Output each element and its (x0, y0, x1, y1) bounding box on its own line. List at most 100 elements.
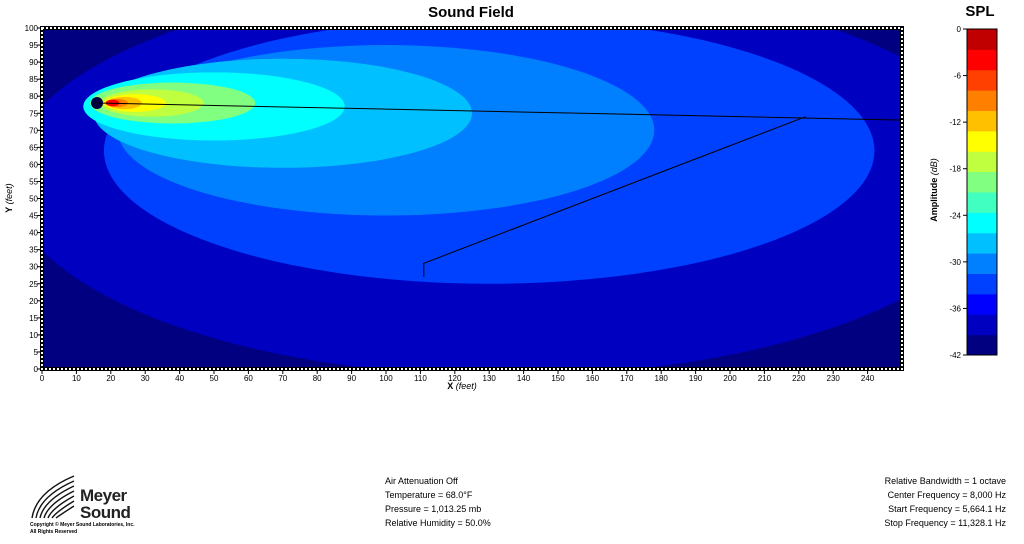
copyright-line: Copyright © Meyer Sound Laboratories, In… (30, 522, 135, 528)
bandwidth-readout: Relative Bandwidth = 1 octave (884, 476, 1006, 486)
colorbar-swatch (967, 273, 997, 295)
copyright-text: Copyright © Meyer Sound Laboratories, In… (30, 522, 135, 536)
x-tick-label: 130 (483, 374, 497, 383)
chart-title: Sound Field (428, 4, 514, 21)
y-tick-label: 45 (29, 212, 38, 221)
x-tick-label: 220 (792, 374, 806, 383)
y-tick-label: 90 (29, 58, 38, 67)
colorbar-swatch (967, 192, 997, 213)
x-tick-label: 10 (72, 374, 81, 383)
colorbar-swatch (967, 90, 997, 111)
logo-word-meyer: Meyer (80, 486, 127, 505)
x-tick-label: 120 (448, 374, 462, 383)
colorbar-tick-label: -18 (949, 165, 961, 174)
colorbar-swatch (967, 314, 997, 336)
meyer-sound-logo: Meyer Sound Copyright © Meyer Sound Labo… (30, 472, 140, 542)
y-tick-label: 35 (29, 246, 38, 255)
colorbar-tick-label: -30 (949, 258, 961, 267)
colorbar: 0 -6 -12 -18 -24 -30 -36 -42 (949, 25, 998, 360)
x-tick-label: 200 (723, 374, 737, 383)
x-axis: 0 10 20 30 40 50 60 70 80 90 100 110 120 130 140 150 160… (40, 371, 875, 383)
colorbar-swatch (967, 253, 997, 274)
x-tick-label: 160 (586, 374, 600, 383)
logo-mark-icon (31, 475, 75, 519)
air-attenuation-status: Air Attenuation Off (385, 476, 458, 486)
plot-area (42, 28, 902, 369)
y-tick-label: 75 (29, 109, 38, 118)
y-tick-label: 5 (34, 348, 39, 357)
y-tick-label: 15 (29, 314, 38, 323)
x-axis-label: X (feet) (447, 381, 477, 391)
colorbar-swatch (967, 334, 997, 356)
rights-line: All Rights Reserved (30, 529, 78, 535)
x-tick-label: 80 (313, 374, 322, 383)
frequency-info: Relative Bandwidth = 1 octave Center Fre… (800, 474, 1006, 530)
y-tick-label: 70 (29, 126, 38, 135)
logo-word-sound: Sound (80, 503, 131, 522)
y-tick-label: 55 (29, 177, 38, 186)
y-tick-label: 65 (29, 143, 38, 152)
y-tick-label: 0 (34, 365, 39, 374)
y-tick-label: 80 (29, 92, 38, 101)
y-tick-label: 25 (29, 280, 38, 289)
x-tick-label: 170 (620, 374, 634, 383)
x-tick-label: 20 (106, 374, 115, 383)
x-tick-label: 30 (141, 374, 150, 383)
x-tick-label: 90 (347, 374, 356, 383)
measurement-line (97, 102, 903, 121)
x-tick-label: 40 (175, 374, 184, 383)
x-tick-label: 110 (414, 374, 427, 383)
colorbar-swatch (967, 212, 997, 234)
colorbar-swatch (967, 49, 997, 71)
y-tick-label: 50 (29, 195, 38, 204)
colorbar-title: SPL (965, 3, 995, 20)
temperature-readout: Temperature = 68.0°F (385, 490, 473, 500)
x-tick-label: 70 (278, 374, 287, 383)
x-tick-label: 210 (758, 374, 772, 383)
plot-frame-dots (41, 27, 903, 370)
y-tick-label: 95 (29, 41, 38, 50)
humidity-readout: Relative Humidity = 50.0% (385, 518, 491, 528)
y-tick-label: 30 (29, 263, 38, 272)
colorbar-swatch (967, 29, 997, 50)
start-frequency-readout: Start Frequency = 5,664.1 Hz (888, 504, 1006, 514)
x-tick-label: 50 (210, 374, 219, 383)
x-tick-label: 190 (689, 374, 703, 383)
x-tick-label: 140 (517, 374, 531, 383)
x-tick-label: 230 (827, 374, 841, 383)
x-tick-label: 0 (40, 374, 45, 383)
colorbar-swatch (967, 232, 997, 254)
colorbar-tick-label: -36 (949, 304, 961, 313)
x-tick-label: 60 (244, 374, 253, 383)
y-tick-label: 100 (25, 24, 39, 33)
y-tick-label: 85 (29, 75, 38, 84)
colorbar-swatch (967, 151, 997, 173)
colorbar-tick-label: -24 (949, 211, 961, 220)
colorbar-tick-label: 0 (957, 25, 962, 34)
y-tick-label: 40 (29, 229, 38, 238)
colorbar-swatch (967, 171, 997, 193)
colorbar-swatch (967, 130, 997, 152)
y-tick-label: 60 (29, 160, 38, 169)
colorbar-swatch (967, 69, 997, 91)
y-tick-label: 10 (29, 331, 38, 340)
colorbar-swatch (967, 110, 997, 132)
x-tick-label: 180 (655, 374, 669, 383)
y-tick-label: 20 (29, 297, 38, 306)
y-axis: 0 5 10 15 20 25 30 35 40 45 50 55 60 65 70 75 80 85 90 95 10… (25, 24, 40, 374)
x-tick-label: 240 (861, 374, 875, 383)
colorbar-swatch (967, 293, 997, 315)
center-frequency-readout: Center Frequency = 8,000 Hz (887, 490, 1006, 500)
x-tick-label: 150 (551, 374, 565, 383)
colorbar-label: Amplitude (dB) (929, 158, 939, 222)
colorbar-frame (966, 28, 998, 356)
air-attenuation-info: Air Attenuation Off Temperature = 68.0°F… (385, 474, 491, 530)
plot-overlays (40, 26, 904, 371)
sound-field-chart: 0 10 20 30 40 50 60 70 80 90 100 110 120 130 140 150 160… (4, 24, 998, 391)
x-tick-label: 100 (379, 374, 393, 383)
measurement-line (423, 116, 806, 277)
pressure-readout: Pressure = 1,013.25 mb (385, 504, 482, 514)
y-axis-label: Y (feet) (4, 183, 14, 212)
colorbar-tick-label: -12 (949, 118, 961, 127)
colorbar-tick-label: -42 (949, 351, 961, 360)
